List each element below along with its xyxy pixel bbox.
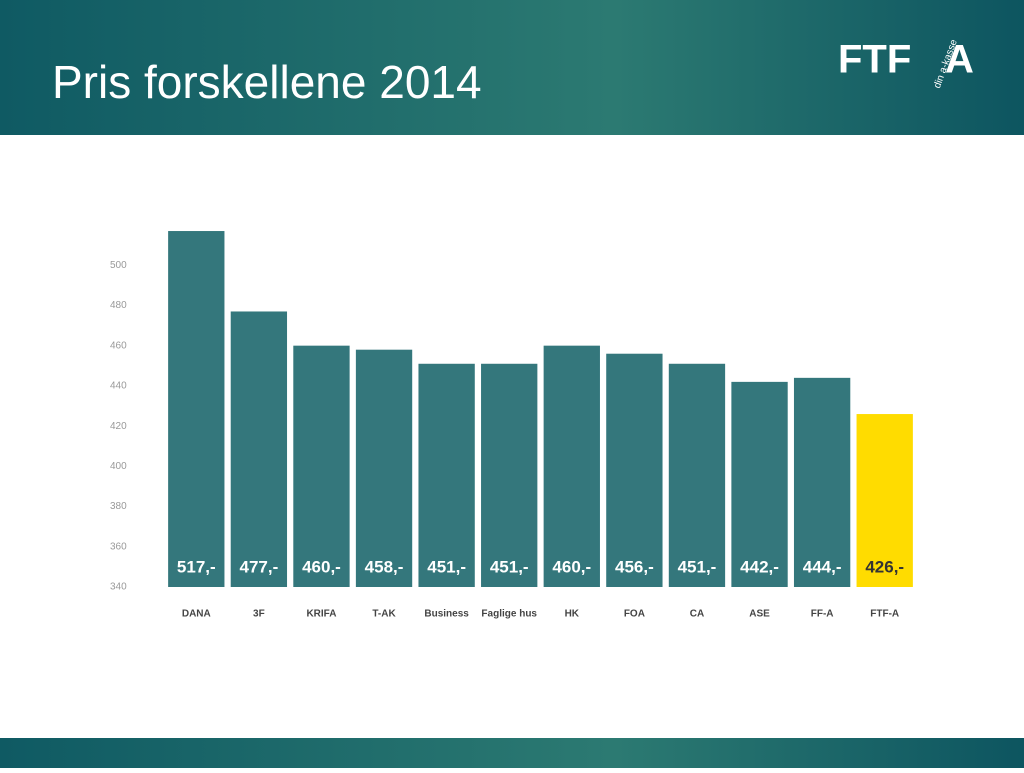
value-label: 451,- [490,557,529,576]
value-label: 426,- [865,557,904,576]
header-band [0,0,1024,135]
bar [418,363,475,587]
x-tick-label: CA [690,609,704,620]
bar [668,363,726,587]
logo-text: FTF [838,38,911,82]
value-label: 456,- [615,557,654,576]
x-tick-label: FOA [624,609,645,620]
bar [230,311,288,587]
y-tick-label: 360 [110,541,127,552]
x-tick-label: FTF-A [870,609,899,620]
value-label: 477,- [240,557,279,576]
x-tick-label: ASE [749,609,770,620]
value-label: 460,- [302,557,341,576]
bar [355,349,413,587]
y-tick-label: 380 [110,501,127,512]
y-tick-label: 480 [110,300,127,311]
bar [606,353,663,587]
x-tick-label: FF-A [811,609,834,620]
slide-title: Pris forskellene 2014 [52,56,482,108]
value-label: 451,- [427,557,466,576]
value-label: 517,- [177,557,216,576]
y-tick-label: 420 [110,421,127,432]
bar [168,231,225,588]
value-label: 451,- [678,557,717,576]
value-label: 442,- [740,557,779,576]
y-tick-label: 400 [110,461,127,472]
x-tick-label: T-AK [372,609,396,620]
x-tick-label: DANA [182,609,211,620]
footer-band [0,738,1024,768]
x-tick-label: KRIFA [306,609,336,620]
x-tick-label: HK [565,609,580,620]
x-tick-label: Business [424,609,469,620]
bar [793,377,851,587]
bar [856,414,913,587]
bar [293,345,350,587]
x-tick-label: Faglige hus [481,609,537,620]
y-tick-label: 460 [110,340,127,351]
x-tick-label: 3F [253,609,265,620]
value-label: 444,- [803,557,842,576]
y-tick-label: 340 [110,582,127,593]
y-tick-label: 440 [110,381,127,392]
value-label: 458,- [365,557,404,576]
y-tick-label: 500 [110,260,127,271]
bar [481,363,538,587]
logo-letter: A [945,38,974,82]
bar [731,381,788,587]
value-label: 460,- [552,557,591,576]
bar [543,345,600,587]
